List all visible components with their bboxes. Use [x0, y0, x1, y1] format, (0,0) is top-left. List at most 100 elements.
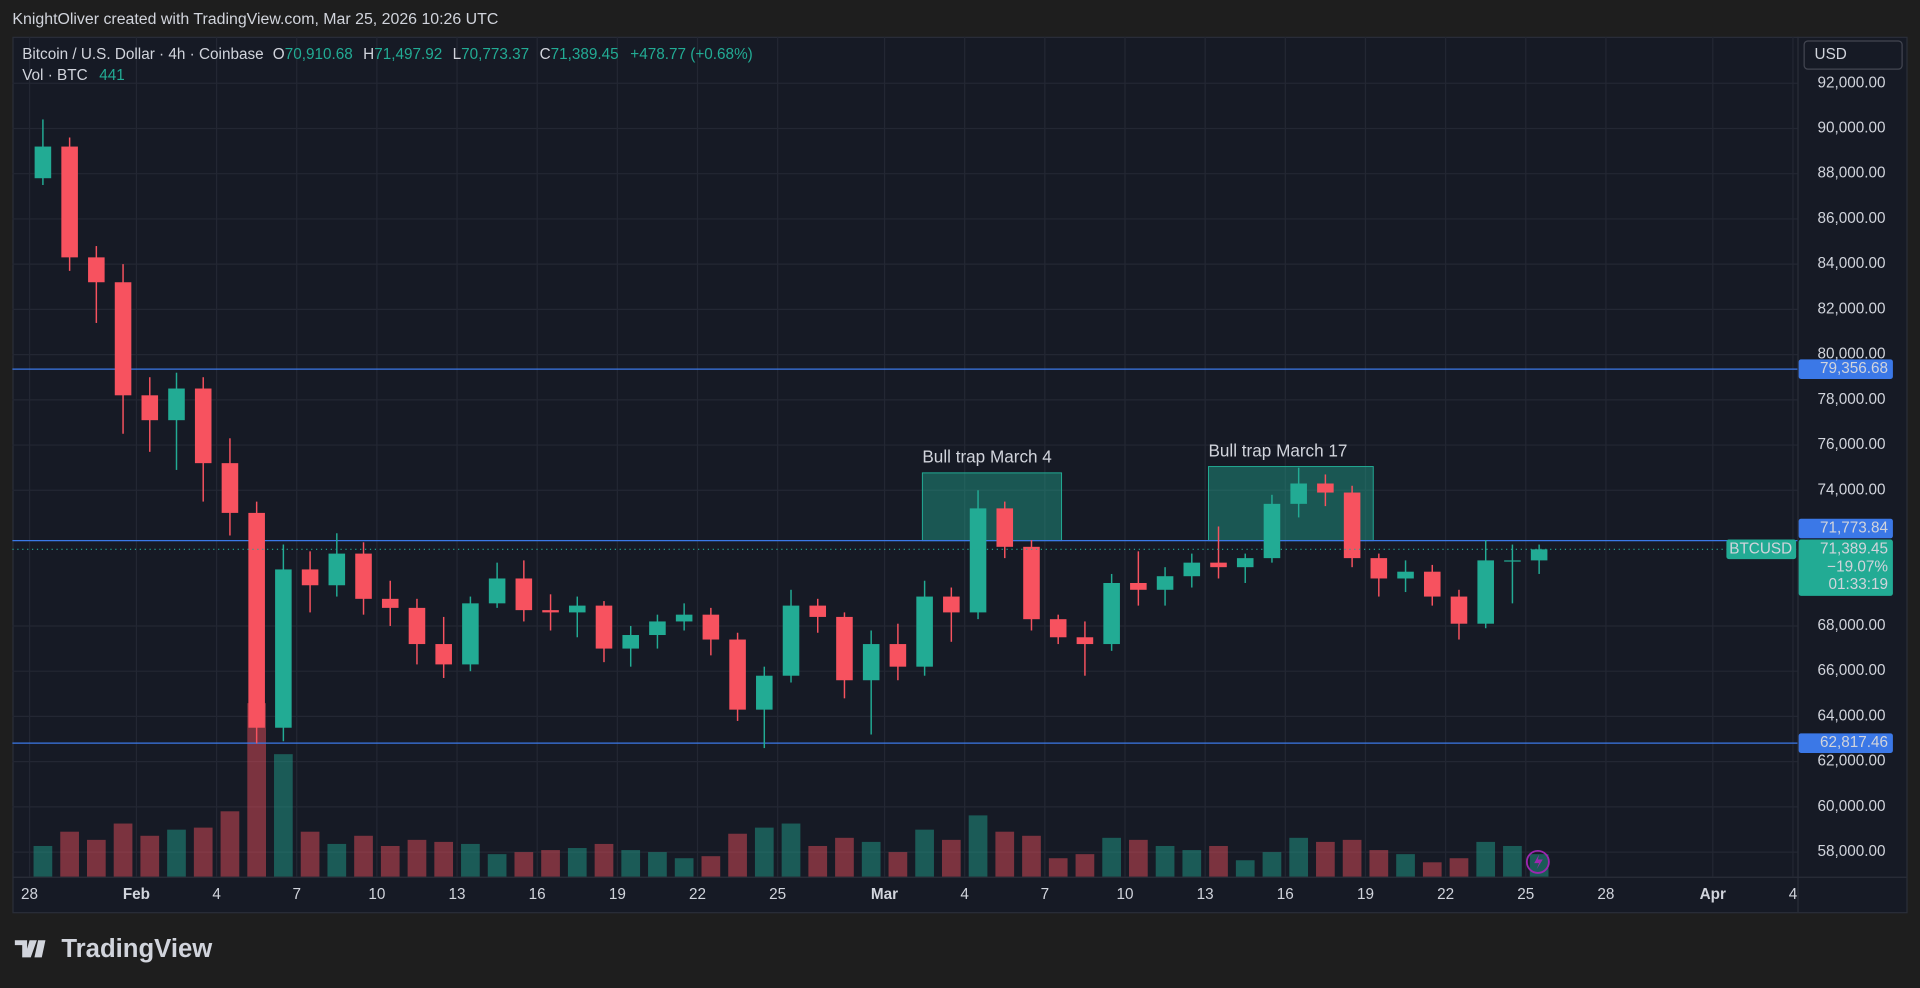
volume-bar: [1022, 835, 1041, 877]
y-tick-label: 62,000.00: [1817, 753, 1885, 770]
bull-trap-zone: [921, 472, 1063, 542]
volume-bar: [33, 845, 53, 877]
volume-bar: [674, 858, 694, 877]
legend-close: 71,389.45: [551, 46, 619, 63]
x-tick-label: Mar: [871, 886, 898, 903]
candle-body: [782, 605, 800, 676]
y-tick-label: 84,000.00: [1817, 255, 1885, 272]
volume-bar: [327, 843, 347, 877]
volume-bar: [808, 845, 828, 877]
price-label: 79,356.68: [1820, 360, 1888, 377]
volume-bar: [300, 831, 320, 877]
candle-body: [622, 635, 639, 649]
volume-bar: [220, 811, 240, 877]
volume-bar: [781, 823, 801, 877]
candle-body: [462, 603, 479, 665]
candle-body: [568, 605, 586, 613]
volume-bar: [167, 829, 186, 877]
price-label-box: [1798, 733, 1893, 753]
candle-body: [649, 621, 666, 636]
candle-body: [836, 616, 853, 681]
candle-body: [328, 553, 346, 586]
legend-low-label: L: [453, 46, 462, 63]
annotations: Bull trap March 4 Bull trap March 17: [921, 440, 1374, 542]
x-tick-label: 28: [21, 886, 38, 903]
volume-bar: [1316, 841, 1335, 877]
candle-body: [1343, 492, 1361, 559]
x-tick-label: 25: [769, 886, 786, 903]
currency[interactable]: USD: [1815, 46, 1847, 63]
volume-bar: [1503, 845, 1522, 877]
candle-body: [61, 146, 78, 258]
volume-bar: [86, 839, 106, 877]
y-tick-label: 78,000.00: [1817, 391, 1885, 408]
y-tick-label: 86,000.00: [1817, 210, 1885, 227]
volume-bar: [1155, 845, 1175, 877]
y-tick-label: 76,000.00: [1817, 436, 1885, 453]
volume-bar: [701, 856, 721, 877]
x-tick-label: Apr: [1700, 886, 1726, 903]
last-change: −19.07%: [1827, 559, 1888, 576]
candle-body: [1023, 546, 1040, 620]
y-tick-label: 92,000.00: [1817, 74, 1885, 91]
legend-open-label: O: [273, 46, 285, 63]
volume-bar: [1369, 850, 1389, 877]
y-tick-label: 74,000.00: [1817, 481, 1885, 498]
horizontal-lines: 79,356.68 71,773.84 62,817.46: [12, 359, 1893, 753]
brand: TradingView: [61, 935, 213, 963]
y-tick-label: 66,000.00: [1817, 662, 1885, 679]
y-tick-label: 80,000.00: [1817, 346, 1885, 363]
volume-bar: [1449, 858, 1469, 877]
candle-body: [916, 596, 933, 667]
alert-icon[interactable]: [1525, 849, 1550, 874]
volume-bar: [995, 831, 1015, 877]
bar-countdown: 01:33:19: [1828, 576, 1888, 593]
volume-bar: [461, 843, 480, 877]
volume-bar: [1235, 860, 1255, 877]
legend-open: 70,910.68: [285, 46, 353, 63]
candle-body: [1397, 571, 1414, 579]
volume-bar: [380, 845, 400, 877]
candle-body: [248, 512, 265, 728]
volume-bar: [514, 852, 534, 877]
volume-bar: [1396, 854, 1415, 877]
last-price: 71,389.45: [1820, 540, 1888, 557]
candle-body: [515, 578, 533, 611]
x-tick-label: 7: [292, 886, 301, 903]
volume-bar: [247, 703, 267, 877]
volume-bar: [1102, 837, 1121, 877]
legend-change: +478.77 (+0.68%): [630, 46, 752, 63]
currency-button[interactable]: [1803, 40, 1903, 70]
candle-body: [408, 607, 426, 645]
volume-value: 441: [99, 67, 125, 84]
volume-bar: [193, 827, 213, 877]
candle-body: [1183, 562, 1201, 577]
price-label-box: [1798, 518, 1893, 539]
candle-body: [969, 508, 987, 613]
candle-body: [1504, 560, 1521, 562]
x-tick-label: Feb: [123, 886, 150, 903]
candle-body: [542, 610, 559, 613]
volume-bar: [1129, 839, 1148, 877]
x-tick-label: 4: [960, 886, 969, 903]
candle-body: [1103, 583, 1120, 645]
x-tick-label: 13: [1197, 886, 1214, 903]
candle-body: [488, 578, 506, 604]
axes: 92,000.00 90,000.00 88,000.00 86,000.00 84,0…: [12, 74, 1893, 903]
y-tick-label: 60,000.00: [1817, 798, 1885, 815]
candle-body: [1290, 483, 1307, 504]
candle-body: [1156, 576, 1174, 590]
candle-body: [194, 388, 212, 464]
candle-body: [1130, 583, 1147, 590]
volume-bar: [541, 850, 560, 877]
candle-body: [34, 146, 52, 179]
legend-low: 70,773.37: [461, 46, 529, 63]
candle-body: [729, 639, 746, 710]
volume-bar: [567, 848, 587, 877]
volume-legend: Vol · BTC 441: [22, 67, 125, 84]
x-tick-label: 7: [1041, 886, 1050, 903]
candle-body: [1049, 619, 1067, 638]
last-price-box: [1798, 539, 1893, 596]
candle-body: [889, 644, 907, 667]
